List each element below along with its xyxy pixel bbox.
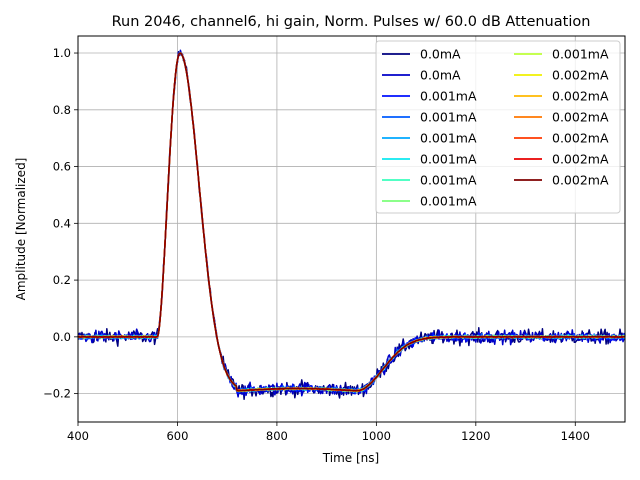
legend-label-3: 0.001mA [420, 110, 477, 125]
x-tick-label: 800 [266, 429, 288, 443]
x-axis-label: Time [ns] [322, 451, 379, 465]
x-tick-label: 1400 [561, 429, 590, 443]
legend: 0.0mA 0.0mA 0.001mA 0.001mA 0.001mA 0.001mA 0.… [375, 40, 621, 214]
y-tick-label: −0.2 [43, 387, 71, 401]
legend-label-0: 0.0mA [420, 47, 461, 62]
legend-label-9: 0.002mA [552, 68, 609, 83]
legend-box [375, 40, 621, 214]
x-tick-label: 1000 [362, 429, 391, 443]
series-lines [77, 49, 626, 401]
y-tick-label: 0.0 [53, 330, 71, 344]
y-tick-label: 0.4 [53, 216, 71, 230]
x-tick-label: 400 [67, 429, 89, 443]
chart-title: Run 2046, channel6, hi gain, Norm. Pulse… [112, 14, 591, 30]
legend-label-5: 0.001mA [420, 152, 477, 167]
axis-ticks: 400 600 800 1000 1200 1400 −0.2 0.0 0.2 0.4 0.6 0.8… [43, 46, 590, 443]
y-tick-label: 1.0 [53, 46, 71, 60]
legend-label-8: 0.001mA [552, 47, 609, 62]
legend-label-14: 0.002mA [552, 173, 609, 188]
legend-label-6: 0.001mA [420, 173, 477, 188]
series-line-14 [77, 52, 626, 392]
y-tick-label: 0.2 [53, 273, 71, 287]
x-tick-label: 1200 [461, 429, 490, 443]
plot-frame [77, 35, 626, 423]
legend-label-13: 0.002mA [552, 152, 609, 167]
legend-label-12: 0.002mA [552, 131, 609, 146]
legend-label-2: 0.001mA [420, 89, 477, 104]
y-tick-label: 0.6 [53, 160, 71, 174]
x-tick-label: 600 [166, 429, 188, 443]
legend-label-1: 0.0mA [420, 68, 461, 83]
y-axis-label: Amplitude [Normalized] [14, 158, 28, 301]
legend-label-10: 0.002mA [552, 89, 609, 104]
y-tick-label: 0.8 [53, 103, 71, 117]
legend-label-4: 0.001mA [420, 131, 477, 146]
legend-label-7: 0.001mA [420, 194, 477, 209]
legend-label-11: 0.002mA [552, 110, 609, 125]
